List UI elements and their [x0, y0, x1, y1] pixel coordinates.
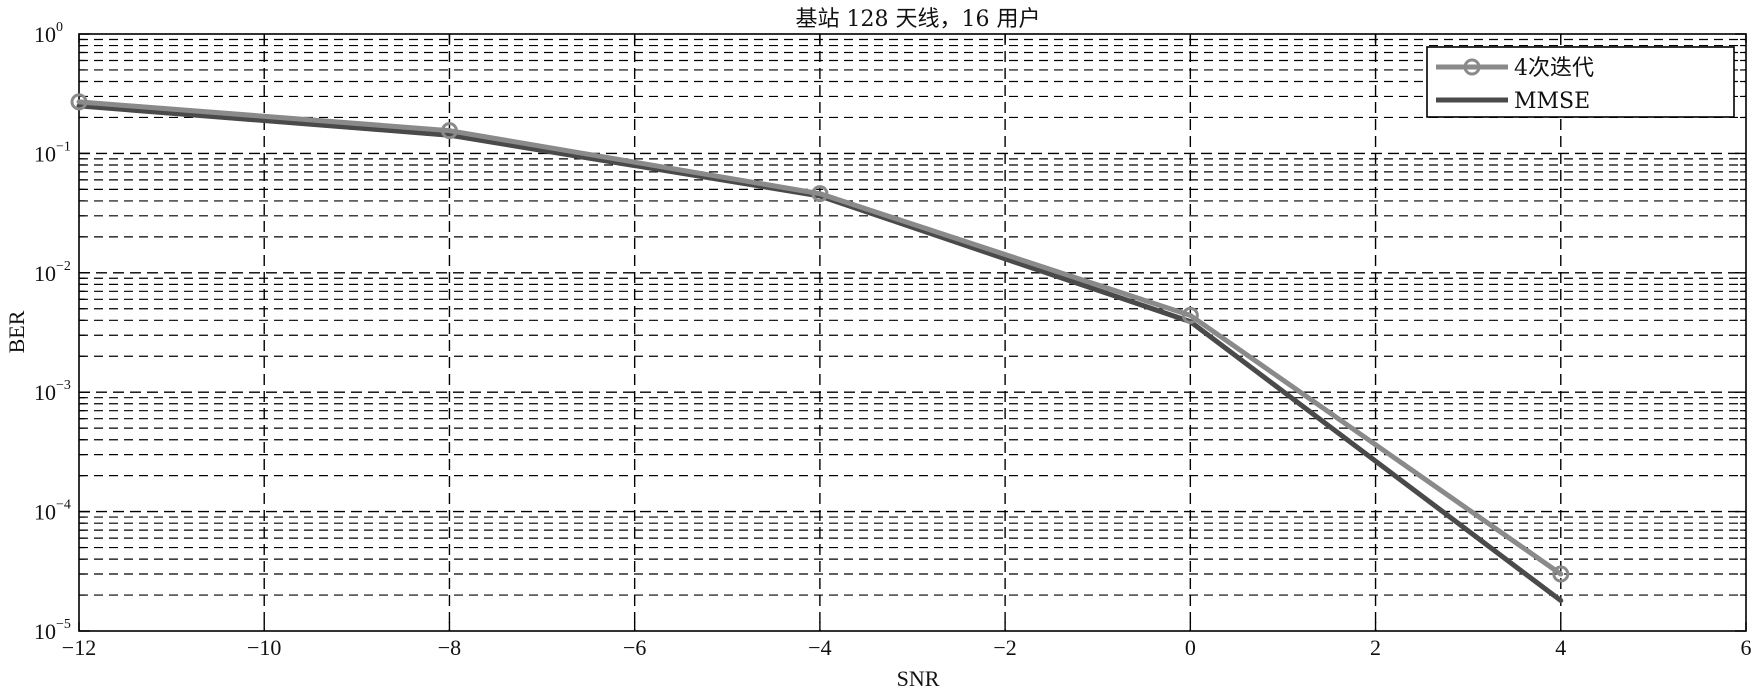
x-tick-label: 2: [1370, 635, 1381, 660]
series-line-1: [76, 99, 1564, 577]
x-tick-label: 6: [1741, 635, 1752, 660]
x-tick-label: −10: [247, 635, 281, 660]
legend-box: [1426, 46, 1735, 118]
legend-label-series-1: 4次迭代: [1514, 56, 1594, 81]
series-point-1: [1181, 306, 1199, 324]
y-tick-label: 10 −1: [34, 139, 71, 166]
y-tick-label: 10 −3: [34, 378, 71, 405]
x-tick-label: −2: [993, 635, 1016, 660]
x-tick-label: 4: [1555, 635, 1566, 660]
y-tick-label: 10 −4: [34, 498, 71, 525]
svg-text:10: 10: [34, 619, 56, 644]
series-point-1: [70, 93, 88, 111]
x-tick-label: −4: [808, 635, 831, 660]
chart-title: 基站 128 天线，16 用户: [796, 7, 1041, 32]
grid: [79, 34, 1746, 631]
x-tick-label: −8: [438, 635, 461, 660]
svg-text:10: 10: [34, 261, 56, 286]
tick-marks: [78, 33, 1747, 632]
svg-text:−5: −5: [56, 617, 71, 632]
series-point-1: [811, 185, 829, 203]
x-tick-label: −6: [623, 635, 646, 660]
svg-text:10: 10: [34, 22, 56, 47]
svg-text:10: 10: [34, 500, 56, 525]
series-point-1: [440, 122, 458, 140]
svg-text:−1: −1: [56, 139, 71, 154]
x-axis-label: SNR: [897, 666, 940, 691]
legend: 4次迭代 MMSE: [1426, 46, 1735, 118]
series-point-1: [1552, 565, 1570, 583]
svg-text:−3: −3: [56, 378, 71, 393]
legend-marker-series-1: [1463, 58, 1481, 76]
svg-text:0: 0: [56, 20, 63, 35]
plot-frame: [78, 33, 1747, 632]
svg-text:−4: −4: [56, 498, 71, 513]
y-tick-label: 10 −5: [34, 617, 71, 644]
y-axis-label: BER: [4, 310, 29, 353]
x-tick-label: 0: [1185, 635, 1196, 660]
svg-text:−2: −2: [56, 259, 71, 274]
y-tick-label: 10 0: [34, 20, 63, 47]
series-layer: [70, 93, 1570, 604]
legend-label-series-2: MMSE: [1514, 89, 1590, 114]
y-tick-label: 10 −2: [34, 259, 71, 286]
x-tick-label: −12: [62, 635, 96, 660]
x-tick-labels: −12 −10 −8 −6 −4 −2 0 2 4 6: [62, 635, 1752, 660]
svg-text:10: 10: [34, 380, 56, 405]
svg-text:10: 10: [34, 141, 56, 166]
